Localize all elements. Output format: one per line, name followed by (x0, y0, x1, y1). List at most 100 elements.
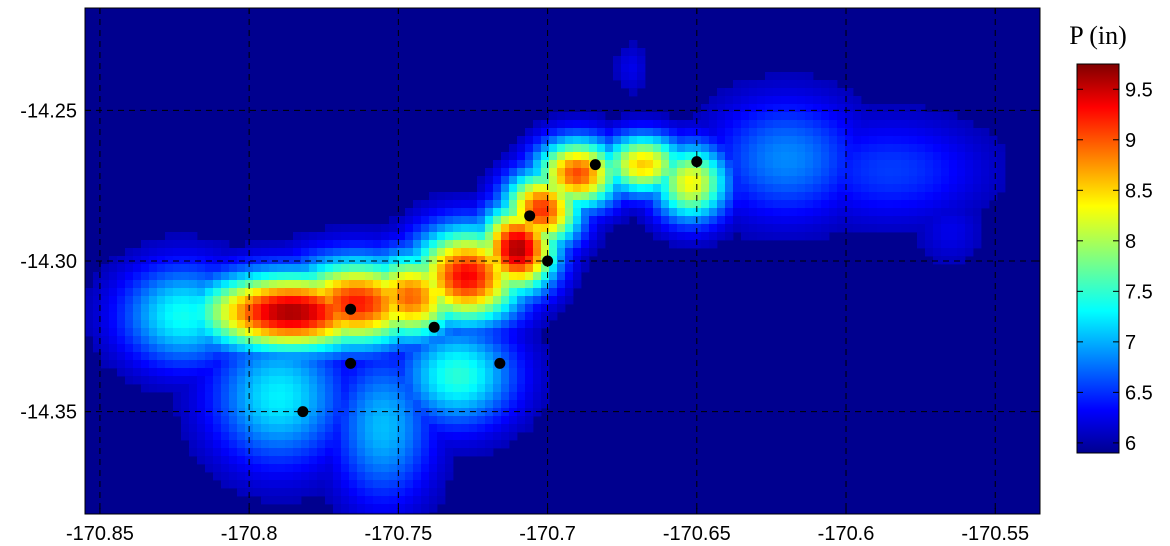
heatmap-cell (133, 296, 142, 305)
heatmap-cell (109, 264, 118, 273)
heatmap-cell (725, 88, 734, 97)
heatmap-cell (205, 456, 214, 465)
heatmap-cell (245, 432, 254, 441)
heatmap-cell (573, 176, 582, 185)
heatmap-cell (485, 288, 494, 297)
heatmap-cell (173, 264, 182, 273)
heatmap-cell (469, 296, 478, 305)
heatmap-cell (813, 200, 822, 209)
heatmap-cell (405, 248, 414, 257)
heatmap-cell (445, 224, 454, 233)
heatmap-cell (325, 424, 334, 433)
heatmap-cell (917, 120, 926, 129)
heatmap-cell (533, 328, 542, 337)
heatmap-cell (493, 424, 502, 433)
heatmap-cell (717, 184, 726, 193)
heatmap-cell (349, 392, 358, 401)
heatmap-cell (957, 168, 966, 177)
heatmap-cell (925, 200, 934, 209)
heatmap-cell (429, 264, 438, 273)
heatmap-cell (373, 344, 382, 353)
heatmap-cell (461, 272, 470, 281)
heatmap-cell (125, 328, 134, 337)
heatmap-cell (941, 120, 950, 129)
heatmap-cell (229, 296, 238, 305)
heatmap-cell (845, 144, 854, 153)
heatmap-cell (373, 464, 382, 473)
heatmap-cell (221, 240, 230, 249)
heatmap-cell (733, 168, 742, 177)
heatmap-cell (205, 256, 214, 265)
heatmap-cell (717, 96, 726, 105)
heatmap-cell (421, 384, 430, 393)
heatmap-cell (213, 296, 222, 305)
heatmap-cell (213, 392, 222, 401)
heatmap-cell (429, 432, 438, 441)
heatmap-cell (885, 112, 894, 121)
heatmap-cell (485, 312, 494, 321)
heatmap-cell (589, 120, 598, 129)
heatmap-cell (917, 136, 926, 145)
heatmap-cell (533, 360, 542, 369)
heatmap-cell (429, 408, 438, 417)
heatmap-cell (429, 248, 438, 257)
heatmap-cell (877, 184, 886, 193)
heatmap-cell (341, 416, 350, 425)
heatmap-cell (373, 376, 382, 385)
heatmap-cell (381, 280, 390, 289)
heatmap-cell (797, 200, 806, 209)
heatmap-cell (325, 392, 334, 401)
heatmap-cell (469, 424, 478, 433)
heatmap-cell (501, 240, 510, 249)
heatmap-cell (669, 144, 678, 153)
heatmap-cell (885, 104, 894, 113)
heatmap-cell (965, 160, 974, 169)
heatmap-cell (421, 504, 430, 513)
heatmap-cell (989, 136, 998, 145)
heatmap-cell (973, 152, 982, 161)
heatmap-cell (125, 344, 134, 353)
heatmap-cell (461, 200, 470, 209)
heatmap-cell (677, 160, 686, 169)
heatmap-cell (293, 352, 302, 361)
heatmap-cell (573, 152, 582, 161)
heatmap-cell (469, 288, 478, 297)
heatmap-cell (365, 296, 374, 305)
heatmap-cell (629, 168, 638, 177)
heatmap-cell (309, 456, 318, 465)
heatmap-cell (901, 160, 910, 169)
heatmap-cell (565, 224, 574, 233)
heatmap-cell (413, 248, 422, 257)
heatmap-cell (661, 232, 670, 241)
heatmap-cell (157, 296, 166, 305)
heatmap-cell (669, 168, 678, 177)
heatmap-cell (973, 136, 982, 145)
heatmap-cell (349, 344, 358, 353)
heatmap-cell (957, 160, 966, 169)
heatmap-cell (893, 144, 902, 153)
heatmap-cell (509, 216, 518, 225)
heatmap-cell (229, 280, 238, 289)
heatmap-cell (365, 424, 374, 433)
heatmap-cell (621, 216, 630, 225)
heatmap-cell (917, 184, 926, 193)
heatmap-cell (117, 344, 126, 353)
heatmap-cell (413, 352, 422, 361)
heatmap-cell (149, 272, 158, 281)
heatmap-cell (437, 456, 446, 465)
heatmap-cell (133, 336, 142, 345)
heatmap-cell (413, 200, 422, 209)
heatmap-cell (589, 200, 598, 209)
heatmap-cell (333, 400, 342, 409)
heatmap-cell (493, 192, 502, 201)
heatmap-cell (549, 168, 558, 177)
heatmap-cell (213, 384, 222, 393)
heatmap-cell (837, 120, 846, 129)
heatmap-cell (893, 200, 902, 209)
heatmap-cell (605, 168, 614, 177)
heatmap-cell (637, 144, 646, 153)
heatmap-cell (493, 208, 502, 217)
heatmap-cell (357, 328, 366, 337)
heatmap-cell (317, 416, 326, 425)
heatmap-cell (301, 400, 310, 409)
